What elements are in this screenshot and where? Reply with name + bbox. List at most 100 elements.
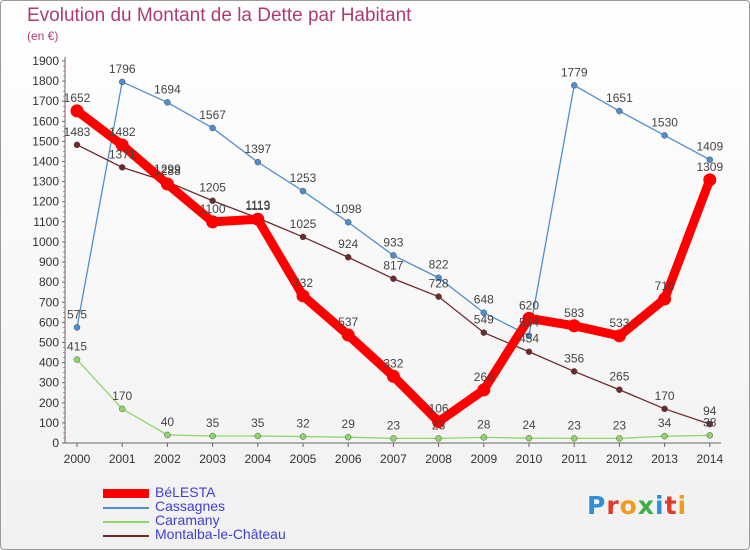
data-point-b-lesta bbox=[658, 292, 672, 306]
legend-label: Cassagnes bbox=[155, 498, 226, 514]
x-tick-label: 2008 bbox=[425, 452, 452, 466]
data-point-b-lesta bbox=[70, 104, 84, 118]
data-point-caramany bbox=[571, 435, 578, 442]
data-point-b-lesta bbox=[296, 289, 310, 303]
legend-item: Cassagnes bbox=[103, 498, 403, 515]
data-label-cassagnes: 1397 bbox=[244, 142, 271, 156]
data-point-montalba-le-ch-teau bbox=[571, 368, 578, 375]
logo-letter: t bbox=[664, 491, 678, 520]
data-label-montalba-le-ch-teau: 1483 bbox=[64, 125, 91, 139]
data-label-b-lesta: 583 bbox=[564, 306, 584, 320]
data-label-b-lesta: 732 bbox=[293, 276, 313, 290]
y-tick-label: 500 bbox=[39, 335, 59, 349]
y-tick-labels: 0 100 200 300 400 500 600 700 800 900 1000 1100 1200… bbox=[32, 54, 59, 450]
data-point-cassagnes bbox=[706, 156, 713, 163]
data-point-cassagnes bbox=[254, 158, 261, 166]
data-label-cassagnes: 648 bbox=[474, 293, 494, 307]
data-point-montalba-le-ch-teau bbox=[345, 254, 352, 261]
data-label-b-lesta: 1309 bbox=[696, 160, 723, 174]
data-point-caramany bbox=[661, 432, 668, 440]
data-label-caramany: 23 bbox=[387, 418, 401, 432]
chart-subtitle: (en €) bbox=[27, 29, 59, 43]
data-point-caramany bbox=[118, 405, 126, 413]
x-tick-label: 2001 bbox=[109, 452, 136, 466]
y-tick-label: 1000 bbox=[32, 235, 59, 249]
data-label-cassagnes: 933 bbox=[383, 235, 403, 249]
data-label-caramany: 35 bbox=[251, 416, 265, 430]
data-point-caramany bbox=[616, 435, 623, 442]
data-point-b-lesta bbox=[115, 138, 129, 152]
data-point-cassagnes bbox=[118, 78, 126, 86]
data-label-cassagnes: 1779 bbox=[561, 65, 588, 79]
data-label-b-lesta: 716 bbox=[655, 279, 675, 293]
logo-letter: x bbox=[637, 491, 655, 520]
legend-swatch bbox=[103, 535, 149, 537]
legend-item: BéLESTA bbox=[103, 484, 403, 501]
data-point-montalba-le-ch-teau bbox=[525, 348, 533, 355]
y-tick-label: 200 bbox=[39, 396, 59, 410]
data-point-cassagnes bbox=[209, 124, 216, 132]
data-labels: 575 1796 1694 1567 1397 1253 1098 933 822 648 534 1… bbox=[64, 62, 724, 432]
data-point-cassagnes bbox=[73, 324, 81, 331]
legend-label: BéLESTA bbox=[155, 484, 216, 500]
data-point-montalba-le-ch-teau bbox=[661, 405, 668, 413]
y-tick-label: 400 bbox=[39, 356, 59, 370]
y-tick-label: 1300 bbox=[32, 175, 59, 189]
x-tick-label: 2003 bbox=[199, 452, 226, 466]
legend-label: Caramany bbox=[155, 512, 220, 528]
data-point-b-lesta bbox=[160, 177, 174, 191]
data-label-cassagnes: 1796 bbox=[109, 62, 136, 76]
logo-letter: r bbox=[606, 491, 620, 520]
legend-swatch bbox=[103, 521, 149, 523]
data-label-caramany: 23 bbox=[432, 418, 446, 432]
data-point-montalba-le-ch-teau bbox=[706, 420, 713, 428]
legend-item: Caramany bbox=[103, 512, 403, 529]
y-tick-label: 1600 bbox=[32, 114, 59, 128]
chart-title: Evolution du Montant de la Dette par Hab… bbox=[27, 5, 412, 26]
data-label-caramany: 40 bbox=[161, 415, 175, 429]
data-label-caramany: 29 bbox=[342, 417, 356, 431]
data-label-caramany: 23 bbox=[568, 418, 582, 432]
data-point-b-lesta bbox=[386, 369, 400, 383]
data-label-cassagnes: 1098 bbox=[335, 202, 362, 216]
data-point-caramany bbox=[480, 434, 487, 441]
data-label-b-lesta: 1113 bbox=[245, 199, 270, 213]
data-label-montalba-le-ch-teau: 356 bbox=[564, 351, 584, 365]
data-point-caramany bbox=[164, 431, 171, 439]
data-point-caramany bbox=[254, 432, 261, 440]
legend-label: Montalba-le-Château bbox=[155, 526, 286, 542]
data-point-caramany bbox=[299, 433, 307, 440]
data-label-montalba-le-ch-teau: 924 bbox=[338, 237, 358, 251]
data-point-b-lesta bbox=[432, 415, 446, 429]
data-label-cassagnes: 534 bbox=[519, 316, 539, 330]
data-label-cassagnes: 1694 bbox=[154, 82, 181, 96]
data-point-cassagnes bbox=[480, 309, 487, 316]
data-label-b-lesta: 620 bbox=[519, 298, 539, 312]
data-point-b-lesta bbox=[251, 212, 265, 226]
data-point-b-lesta bbox=[703, 173, 717, 187]
y-tick-label: 0 bbox=[52, 436, 59, 450]
data-label-cassagnes: 822 bbox=[429, 258, 449, 272]
x-tick-label: 2000 bbox=[64, 452, 91, 466]
data-point-montalba-le-ch-teau bbox=[118, 164, 126, 171]
y-tick-label: 800 bbox=[39, 275, 59, 289]
data-point-b-lesta bbox=[341, 328, 355, 342]
data-label-caramany: 24 bbox=[522, 418, 536, 432]
data-label-montalba-le-ch-teau: 94 bbox=[703, 404, 717, 418]
data-point-b-lesta bbox=[206, 215, 220, 229]
legend-swatch bbox=[103, 507, 149, 509]
data-point-cassagnes bbox=[164, 99, 171, 106]
data-label-cassagnes: 1253 bbox=[290, 171, 317, 185]
y-tick-label: 1200 bbox=[32, 195, 59, 209]
data-label-cassagnes: 1530 bbox=[651, 115, 678, 129]
legend-item: Montalba-le-Château bbox=[103, 526, 403, 543]
x-tick-label: 2006 bbox=[335, 452, 362, 466]
data-point-caramany bbox=[390, 435, 397, 442]
data-point-b-lesta bbox=[522, 311, 536, 325]
data-point-cassagnes bbox=[435, 274, 442, 281]
data-label-montalba-le-ch-teau: 1299 bbox=[154, 162, 181, 176]
data-point-montalba-le-ch-teau bbox=[299, 233, 307, 241]
data-label-montalba-le-ch-teau: 1371 bbox=[109, 147, 136, 161]
x-tick-label: 2011 bbox=[561, 452, 587, 466]
